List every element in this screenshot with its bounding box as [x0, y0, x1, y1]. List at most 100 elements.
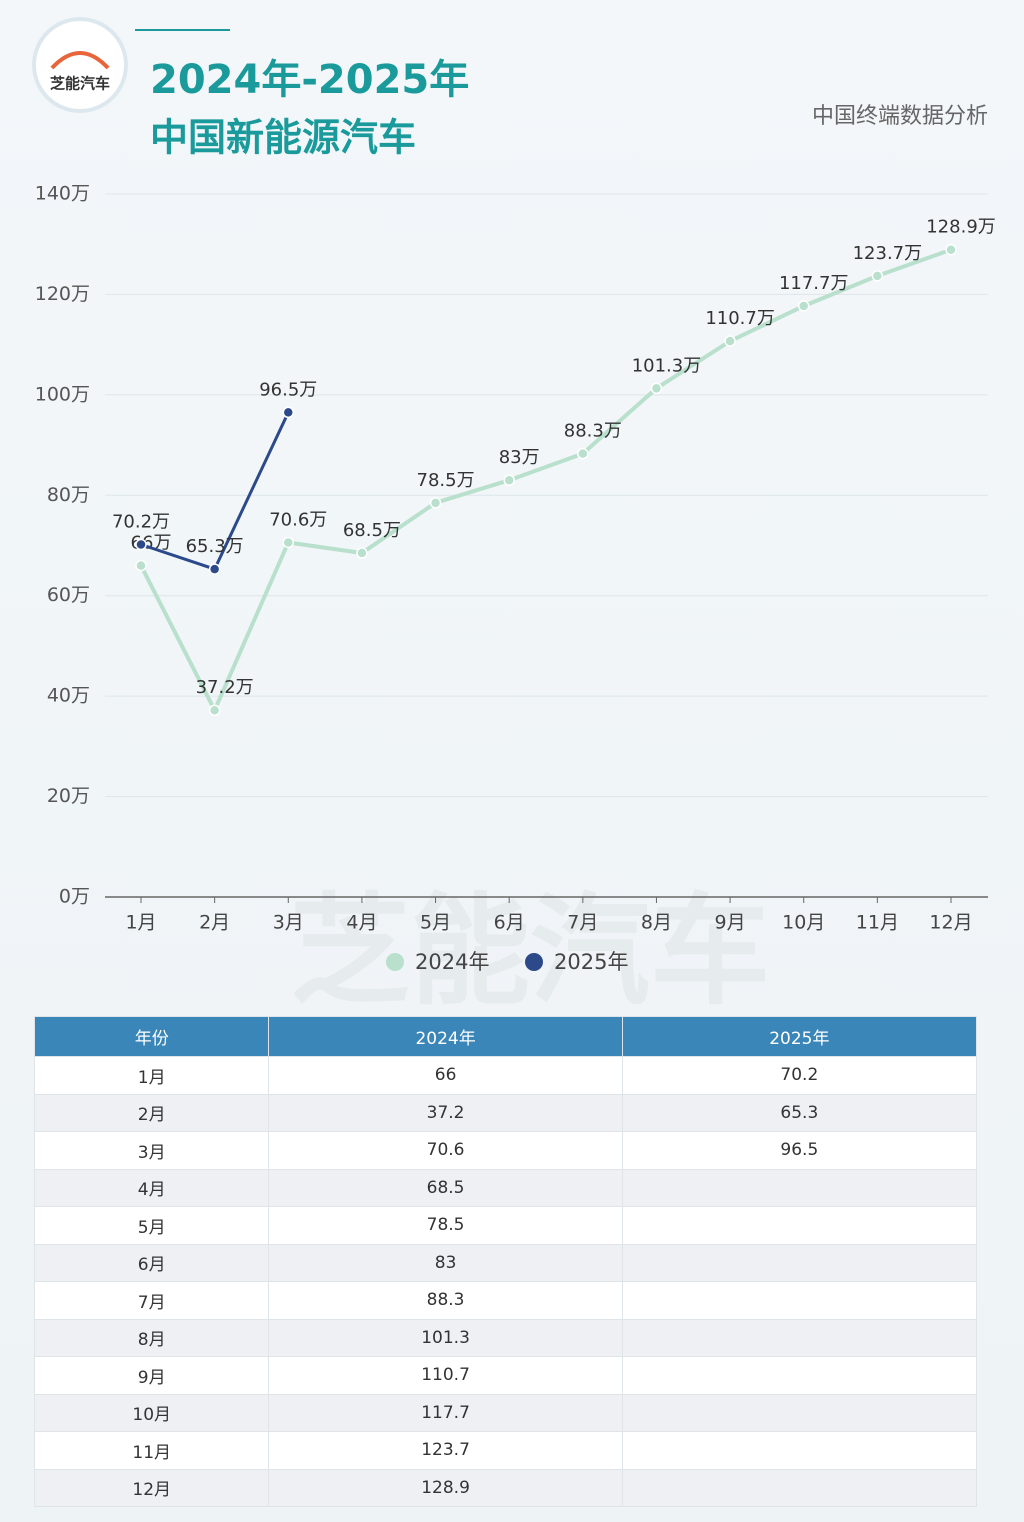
title: 2024年-2025年 [150, 57, 469, 103]
y-tick-label: 100万 [35, 383, 90, 405]
table-cell: 70.2 [621, 1056, 978, 1095]
data-label: 65.3万 [186, 536, 244, 557]
table-cell: 2月 [33, 1093, 270, 1132]
table-cell: 78.5 [268, 1206, 623, 1245]
y-tick-label: 40万 [47, 685, 90, 707]
data-point [577, 447, 589, 460]
table-cell: 3月 [33, 1131, 270, 1170]
logo-icon [50, 51, 110, 70]
table-row: 8月 101.3 [33, 1318, 978, 1357]
x-tick-label: 4月 [346, 912, 377, 934]
data-point [797, 300, 810, 312]
table-cell: 9月 [33, 1356, 270, 1395]
data-label: 128.9万 [926, 217, 996, 238]
table-row: 2月 37.2 65.3 [33, 1093, 978, 1132]
table-row: 6月 83 [33, 1243, 978, 1282]
table-cell: 6月 [33, 1243, 270, 1282]
table-row: 10月 117.7 [33, 1393, 978, 1432]
x-tick-label: 6月 [494, 912, 525, 934]
table-cell: 65.3 [621, 1093, 978, 1132]
table-row: 4月 68.5 [33, 1168, 978, 1207]
y-tick-label: 80万 [47, 484, 90, 506]
table-cell [621, 1243, 978, 1282]
data-point [208, 563, 221, 575]
table-row: 9月 110.7 [33, 1356, 978, 1395]
data-label: 68.5万 [343, 520, 401, 541]
data-label: 96.5万 [259, 379, 317, 400]
data-label: 110.7万 [705, 308, 775, 329]
x-tick-label: 3月 [273, 912, 304, 934]
data-point [282, 406, 295, 419]
data-label: 123.7万 [853, 243, 923, 264]
table-cell: 101.3 [268, 1318, 623, 1357]
table-cell: 1月 [33, 1056, 270, 1095]
table-cell: 117.7 [268, 1393, 623, 1432]
header-cell: 2024年 [268, 1016, 623, 1057]
x-tick-label: 9月 [715, 912, 746, 934]
x-tick-label: 10月 [782, 912, 825, 934]
table-cell: 83 [268, 1243, 623, 1282]
table-cell: 68.5 [268, 1168, 623, 1207]
logo-badge [32, 17, 128, 113]
data-label: 70.2万 [112, 511, 170, 532]
table-cell: 37.2 [268, 1093, 623, 1132]
table-row: 5月 78.5 [33, 1206, 978, 1245]
series-line [139, 247, 952, 715]
table-cell: 70.6 [268, 1131, 623, 1170]
header-cell: 2025年 [621, 1016, 978, 1057]
x-tick-label: 8月 [641, 912, 672, 934]
x-tick-label: 12月 [929, 912, 972, 934]
data-point [429, 497, 442, 509]
y-tick-label: 120万 [35, 283, 90, 305]
data-point [650, 382, 663, 395]
table-row: 12月 128.9 [33, 1468, 978, 1507]
chart: 芝能汽车 芝能汽车 2024年-2025年 中国新能源汽车 中国终端数据分析 0… [32, 17, 996, 1010]
table-row: 3月 70.6 96.5 [33, 1131, 978, 1170]
data-point [871, 270, 884, 282]
table-cell: 10月 [33, 1393, 270, 1432]
header-cell: 年份 [33, 1016, 270, 1057]
data-point [135, 559, 147, 572]
data-label: 88.3万 [564, 421, 622, 442]
table-cell: 96.5 [621, 1131, 978, 1170]
data-point [724, 335, 736, 347]
table-cell [621, 1206, 978, 1245]
data-label: 117.7万 [779, 273, 849, 294]
y-tick-label: 60万 [47, 584, 90, 606]
table-cell: 11月 [33, 1431, 270, 1470]
data-label: 70.6万 [269, 509, 327, 530]
y-tick-label: 140万 [35, 183, 90, 205]
data-point [282, 536, 295, 549]
table-cell: 4月 [33, 1168, 270, 1207]
table-cell [621, 1431, 978, 1470]
table-cell: 12月 [33, 1468, 270, 1507]
table-cell: 88.3 [268, 1281, 623, 1320]
table-cell [621, 1393, 978, 1432]
table-cell [621, 1318, 978, 1357]
legend-label: 2025年 [554, 950, 628, 974]
data-label: 101.3万 [632, 355, 702, 376]
table-cell: 123.7 [268, 1431, 623, 1470]
data-point [503, 474, 515, 486]
legend-swatch [386, 953, 404, 971]
data-point [135, 538, 147, 551]
title: 中国新能源汽车 [150, 116, 416, 160]
table-cell [621, 1168, 978, 1207]
x-tick-label: 1月 [125, 912, 156, 934]
data-point [945, 243, 957, 256]
data-label: 78.5万 [417, 470, 475, 491]
data-label: 37.2万 [196, 677, 254, 698]
table-row: 1月 66 70.2 [33, 1056, 978, 1095]
logo-text: 芝能汽车 [50, 75, 110, 93]
watermark: 芝能汽车 [290, 883, 770, 1010]
x-tick-label: 2月 [199, 912, 230, 934]
table-cell [621, 1356, 978, 1395]
data-label: 83万 [499, 447, 540, 468]
table-cell: 5月 [33, 1206, 270, 1245]
table-row: 7月 88.3 [33, 1281, 978, 1320]
legend-swatch [525, 953, 543, 971]
table-cell [621, 1281, 978, 1320]
source: 中国终端数据分析 [812, 104, 988, 129]
data-table: 年份 2024年 2025年 1月 66 70.2 2月 37.2 65.3 3月 70.6 96.5… [33, 1016, 978, 1507]
